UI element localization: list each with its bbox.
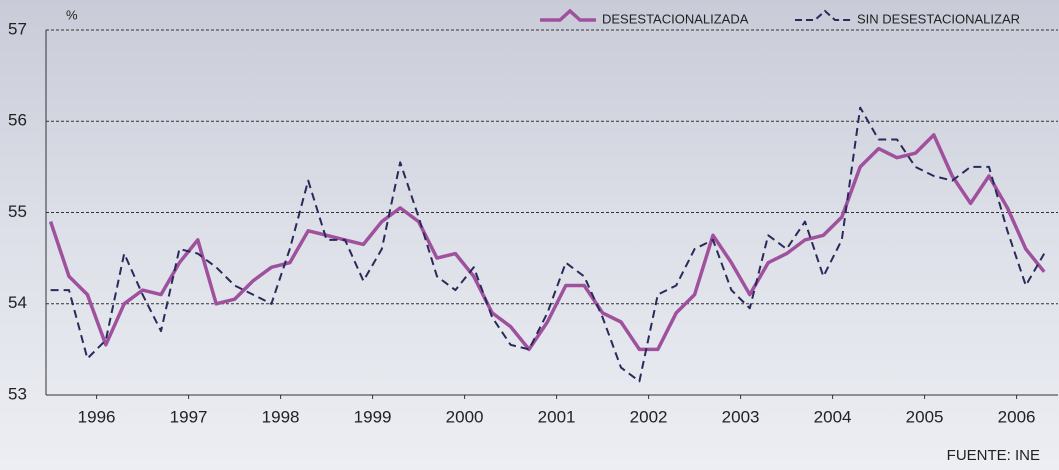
x-tick-label: 2001: [538, 407, 576, 426]
x-tick-label: 1998: [262, 407, 300, 426]
legend-swatch: [540, 8, 596, 22]
y-tick-label: 53: [8, 384, 27, 403]
x-tick-label: 2002: [630, 407, 668, 426]
legend-swatch: [795, 9, 851, 21]
x-tick-label: 2003: [722, 407, 760, 426]
x-tick-label: 1996: [78, 407, 116, 426]
y-tick-label: 55: [8, 202, 27, 221]
x-tick-label: 2005: [906, 407, 944, 426]
x-tick-label: 2000: [446, 407, 484, 426]
line-series: [48, 133, 1046, 352]
x-tick-label: 1999: [354, 407, 392, 426]
legend-label: DESESTACIONALIZADA: [602, 11, 749, 26]
legend-label: SIN DESESTACIONALIZAR: [857, 11, 1020, 26]
x-tick-label: 2006: [998, 407, 1036, 426]
source: FUENTE: INE: [947, 447, 1040, 464]
x-tick-label: 1997: [170, 407, 208, 426]
y-tick-label: 57: [8, 19, 27, 38]
x-tick-label: 2004: [814, 407, 852, 426]
line-series: [50, 106, 1046, 383]
y-unit: %: [66, 7, 78, 22]
y-tick-label: 56: [8, 111, 27, 130]
y-tick-label: 54: [8, 293, 27, 312]
